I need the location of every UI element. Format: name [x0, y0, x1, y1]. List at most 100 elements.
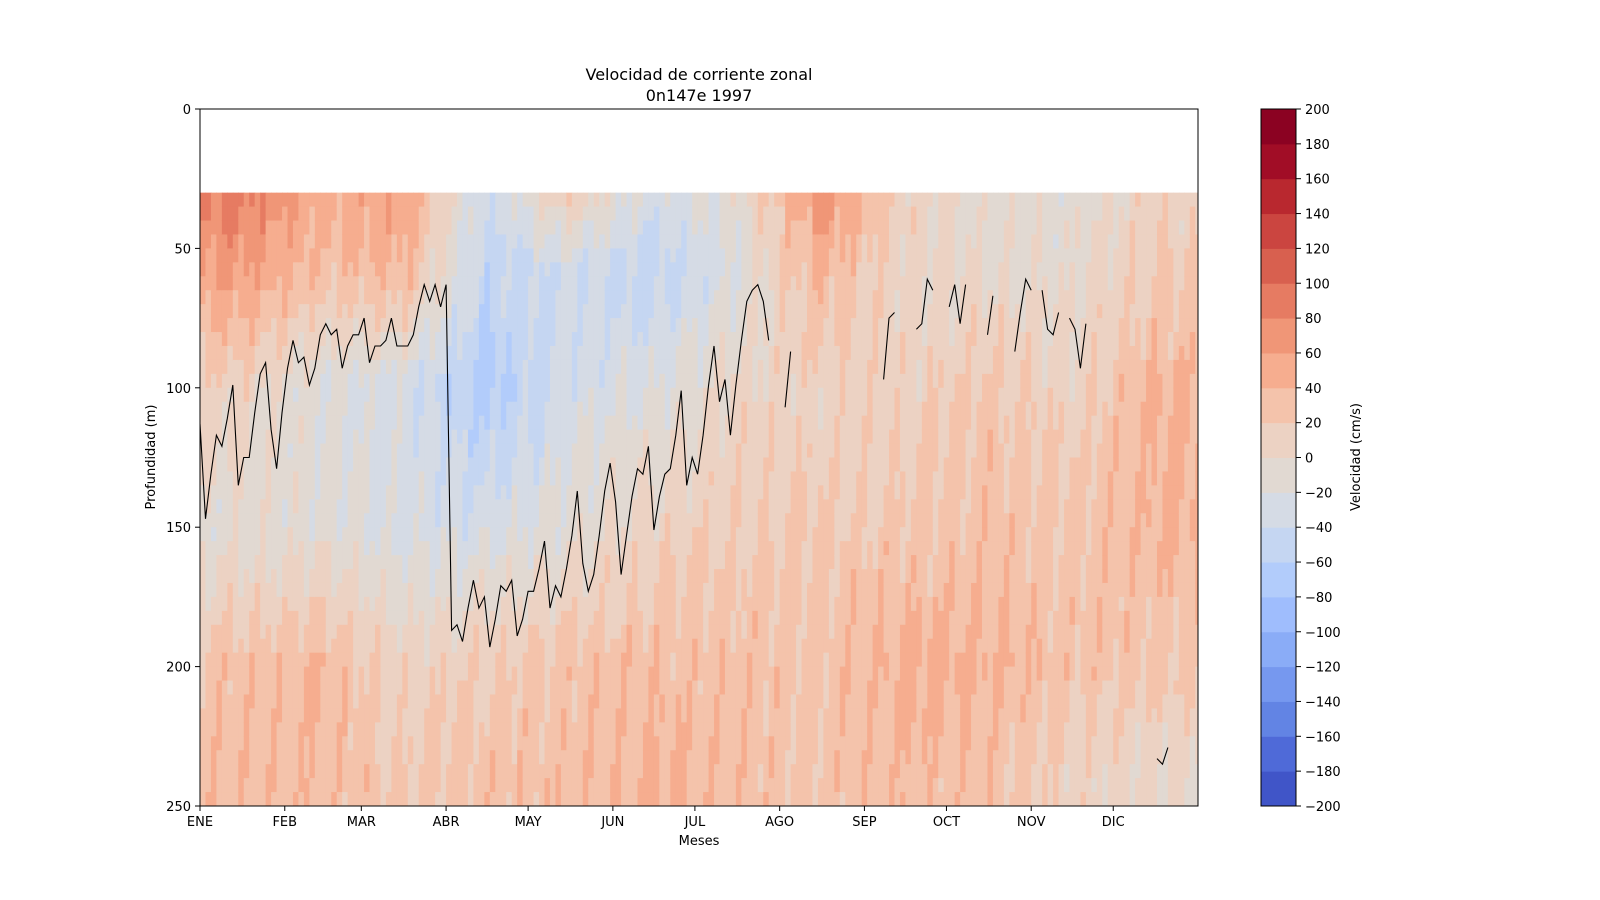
heatmap-cell [358, 499, 365, 514]
heatmap-cell [254, 345, 261, 361]
heatmap-cell [517, 666, 524, 682]
heatmap-cell [593, 764, 600, 779]
heatmap-cell [314, 373, 321, 389]
heatmap-cell [588, 624, 595, 640]
heatmap-cell [599, 610, 606, 626]
heatmap-cell [282, 429, 289, 445]
heatmap-cell [599, 764, 606, 779]
heatmap-cell [659, 527, 666, 542]
heatmap-cell [325, 638, 332, 654]
heatmap-cell [484, 541, 491, 556]
heatmap-cell [467, 722, 475, 737]
heatmap-cell [511, 248, 518, 263]
heatmap-cell [752, 415, 759, 431]
heatmap-cell [489, 527, 496, 542]
heatmap-cell [511, 708, 518, 723]
heatmap-cell [500, 541, 507, 556]
heatmap-cell [216, 345, 223, 361]
heatmap-cell [369, 764, 376, 779]
heatmap-cell [626, 792, 633, 806]
heatmap-cell [517, 401, 524, 417]
heatmap-cell [347, 555, 354, 570]
heatmap-cell [582, 666, 589, 682]
heatmap-cell [402, 387, 409, 403]
heatmap-cell [413, 234, 420, 249]
heatmap-cell [653, 332, 660, 347]
heatmap-cell [249, 262, 256, 277]
heatmap-cell [298, 262, 305, 277]
heatmap-cell [314, 680, 321, 696]
heatmap-cell [478, 415, 485, 431]
heatmap-cell [681, 652, 688, 668]
heatmap-cell [632, 792, 639, 806]
heatmap-cell [260, 527, 267, 542]
heatmap-cell [757, 596, 764, 612]
heatmap-cell [462, 624, 469, 640]
heatmap-cell [719, 666, 726, 682]
heatmap-cell [768, 694, 775, 710]
heatmap-cell [374, 541, 382, 556]
heatmap-cell [254, 582, 261, 598]
heatmap-cell [309, 415, 316, 431]
heatmap-cell [424, 276, 431, 291]
heatmap-cell [265, 652, 272, 668]
heatmap-cell [681, 778, 688, 793]
heatmap-cell [757, 638, 764, 654]
heatmap-cell [407, 457, 414, 473]
heatmap-cell [566, 332, 573, 347]
heatmap-cell [582, 764, 589, 779]
heatmap-cell [232, 582, 239, 598]
heatmap-cell [522, 332, 529, 347]
heatmap-cell [653, 610, 660, 626]
heatmap-cell [670, 248, 677, 263]
heatmap-cell [785, 290, 792, 305]
heatmap-cell [560, 332, 567, 347]
heatmap-cell [785, 415, 792, 431]
heatmap-cell [539, 206, 546, 222]
heatmap-cell [566, 318, 573, 333]
heatmap-cell [626, 513, 633, 528]
heatmap-cell [796, 638, 803, 654]
heatmap-cell [807, 610, 814, 626]
heatmap-cell [336, 569, 343, 584]
heatmap-cell [391, 387, 398, 403]
heatmap-cell [473, 555, 480, 570]
heatmap-cell [522, 304, 529, 319]
heatmap-cell [435, 485, 442, 500]
heatmap-cell [642, 694, 650, 710]
heatmap-cell [358, 694, 365, 710]
heatmap-cell [642, 708, 650, 723]
heatmap-cell [714, 527, 721, 542]
heatmap-cell [374, 415, 382, 431]
heatmap-cell [785, 387, 792, 403]
heatmap-cell [380, 610, 387, 626]
heatmap-cell [364, 276, 371, 291]
heatmap-cell [588, 290, 595, 305]
heatmap-cell [746, 248, 753, 263]
heatmap-cell [478, 624, 485, 640]
heatmap-cell [287, 401, 294, 417]
heatmap-cell [555, 234, 562, 249]
heatmap-cell [451, 345, 458, 361]
heatmap-cell [243, 582, 250, 598]
heatmap-cell [779, 262, 786, 277]
heatmap-cell [539, 401, 546, 417]
heatmap-cell [238, 262, 245, 277]
heatmap-cell [484, 387, 491, 403]
heatmap-cell [659, 750, 666, 765]
heatmap-cell [506, 499, 513, 514]
heatmap-cell [457, 373, 464, 389]
heatmap-cell [500, 722, 507, 737]
heatmap-cell [582, 415, 589, 431]
heatmap-cell [314, 248, 321, 263]
heatmap-cell [495, 262, 502, 277]
heatmap-cell [489, 332, 496, 347]
heatmap-cell [670, 220, 677, 236]
heatmap-cell [276, 610, 283, 626]
heatmap-cell [446, 736, 453, 751]
heatmap-cell [391, 359, 398, 375]
heatmap-cell [599, 234, 606, 249]
heatmap-cell [495, 304, 502, 319]
heatmap-cell [517, 471, 524, 486]
heatmap-cell [254, 610, 261, 626]
